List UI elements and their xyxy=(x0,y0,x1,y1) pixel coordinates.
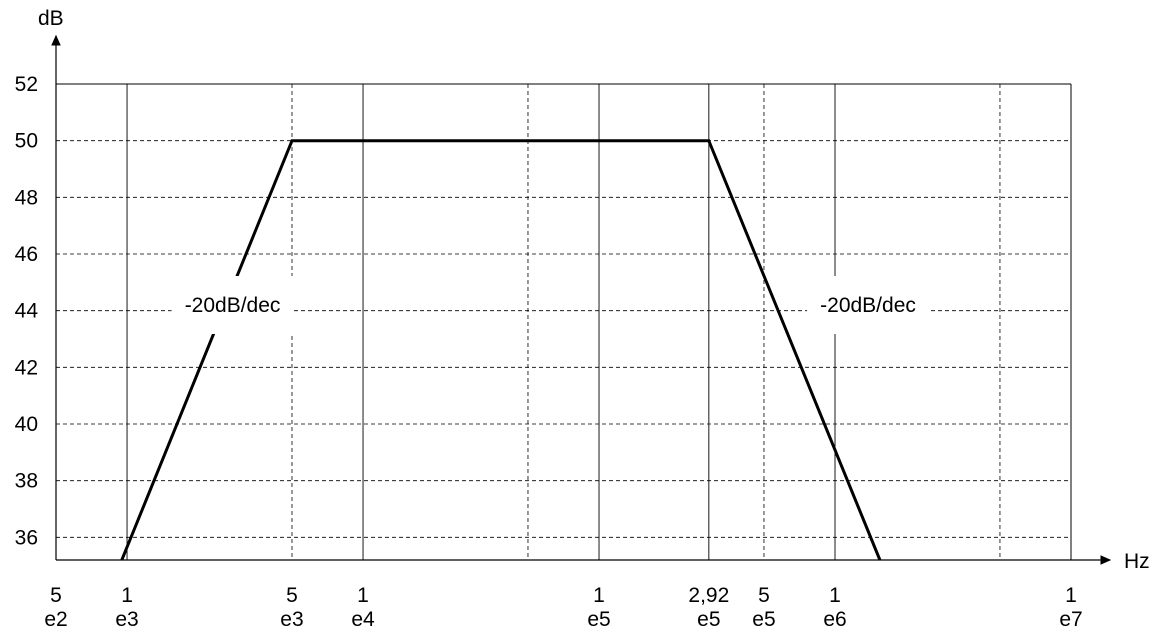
x-axis-title: Hz xyxy=(1124,550,1150,573)
x-tick-label-mantissa: 1 xyxy=(593,584,605,607)
x-tick-label-mantissa: 5 xyxy=(286,584,298,607)
annotation-text: -20dB/dec xyxy=(185,294,281,317)
y-tick-label: 44 xyxy=(15,300,39,323)
series xyxy=(120,139,882,561)
y-tick-label: 50 xyxy=(15,130,38,153)
x-tick-label-exponent: e5 xyxy=(697,608,720,631)
axes: dB Hz xyxy=(38,7,1150,573)
annotation-text: -20dB/dec xyxy=(820,294,916,317)
plot-frame xyxy=(56,83,1072,560)
y-tick-label: 48 xyxy=(15,186,38,209)
x-tick-label-exponent: e3 xyxy=(115,608,138,631)
magnitude-line xyxy=(120,139,882,561)
x-tick-label-mantissa: 1 xyxy=(357,584,369,607)
x-tick-label-exponent: e4 xyxy=(351,608,375,631)
x-tick-label-exponent: e3 xyxy=(280,608,303,631)
x-tick-label-mantissa: 1 xyxy=(1065,584,1077,607)
x-tick-label-exponent: e7 xyxy=(1059,608,1082,631)
y-tick-label: 52 xyxy=(15,73,38,96)
x-tick-label-mantissa: 1 xyxy=(829,584,841,607)
slope-annotation: -20dB/dec xyxy=(807,276,930,334)
x-tick-label-exponent: e2 xyxy=(44,608,67,631)
y-tick-label: 40 xyxy=(15,413,38,436)
x-tick-label-mantissa: 1 xyxy=(121,584,133,607)
x-tick-label-mantissa: 2,92 xyxy=(688,584,729,607)
y-axis-title: dB xyxy=(38,7,64,30)
x-tick-label-mantissa: 5 xyxy=(50,584,62,607)
annotation-background xyxy=(807,276,930,334)
x-tick-label-exponent: e6 xyxy=(823,608,846,631)
annotation-background xyxy=(171,276,294,334)
x-tick-label-exponent: e5 xyxy=(587,608,610,631)
x-tick-label-exponent: e5 xyxy=(752,608,775,631)
x-tick-label-mantissa: 5 xyxy=(758,584,770,607)
y-tick-label: 42 xyxy=(15,356,38,379)
y-tick-label: 36 xyxy=(15,526,38,549)
y-tick-label: 46 xyxy=(15,243,38,266)
y-tick-label: 38 xyxy=(15,470,38,493)
slope-annotation: -20dB/dec xyxy=(171,276,294,334)
annotations: -20dB/dec -20dB/dec xyxy=(171,276,930,334)
y-tick-labels: 36 38 40 42 44 46 48 50 52 xyxy=(15,73,39,549)
